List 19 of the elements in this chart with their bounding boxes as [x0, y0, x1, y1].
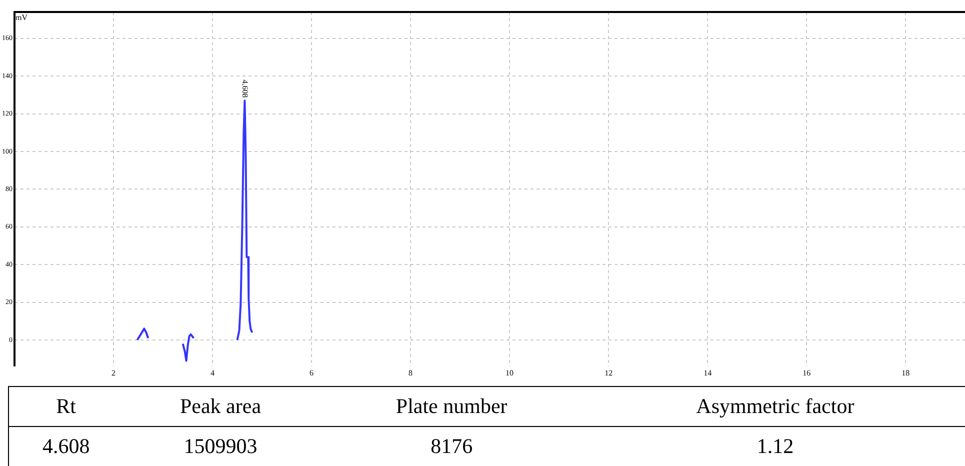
x-tick-label: 6 — [310, 368, 314, 378]
text: Rt — [8, 386, 124, 426]
annotation: 4.608 — [240, 80, 250, 98]
text: 4.608 — [41, 433, 91, 460]
x-tick-label: 12 — [604, 368, 613, 378]
text: Peak area — [123, 386, 318, 426]
text: 1.12 — [756, 433, 795, 460]
text: 8176 — [430, 433, 474, 460]
x-tick-label: 18 — [902, 368, 910, 378]
text: 1509903 — [182, 433, 258, 460]
x-tick-label: 8 — [408, 368, 413, 378]
x-tick-label: 2 — [112, 368, 116, 378]
text: Asymmetric factor — [585, 386, 965, 426]
text: Plate number — [318, 386, 586, 426]
x-tick-label: 16 — [802, 368, 811, 378]
x-tick-label: 4 — [210, 368, 215, 378]
x-tick-label: 14 — [704, 368, 712, 378]
y-axis-title: mV — [16, 13, 28, 22]
x-tick-label: 10 — [506, 368, 514, 378]
